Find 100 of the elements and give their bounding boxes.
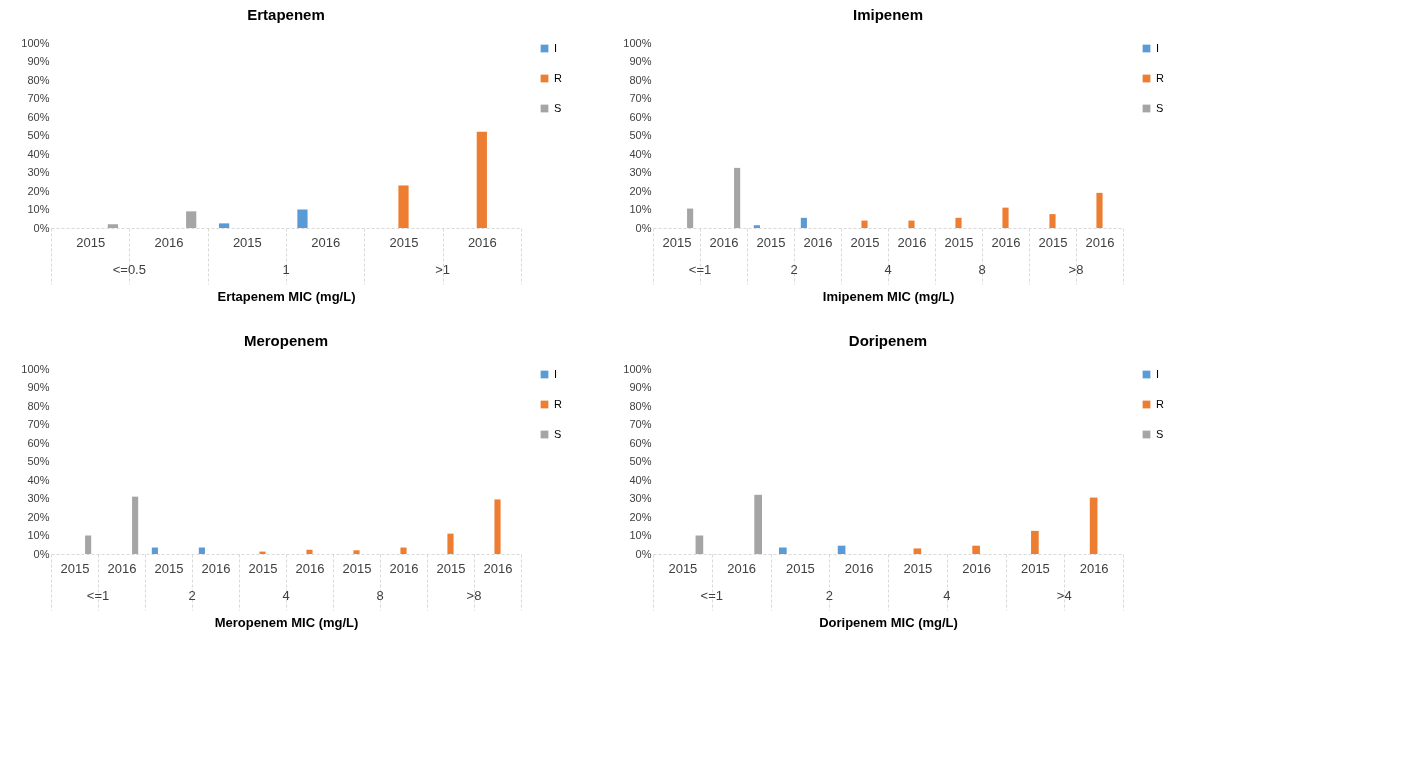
bar: [908, 220, 915, 228]
legend-label: S: [554, 427, 562, 440]
text: >8: [1068, 262, 1084, 277]
text: 4: [884, 262, 892, 277]
y-tick-label: 30%: [629, 492, 652, 504]
y-tick-label: 40%: [629, 473, 652, 486]
y-tick-label: 40%: [629, 147, 652, 160]
x-tick-label: 2015: [850, 234, 880, 250]
bar: [1089, 497, 1098, 554]
text: >8: [466, 588, 482, 603]
bar: [219, 223, 230, 228]
legend-label: R: [554, 397, 562, 410]
bar: [687, 208, 694, 228]
y-tick-label: 30%: [27, 166, 50, 178]
text: >1: [435, 262, 451, 277]
x-tick-label: 2016: [467, 234, 497, 250]
x-axis-title: Doripenem MIC (mg/L): [819, 615, 958, 630]
y-tick-label: 0%: [33, 221, 50, 234]
x-tick-label: 2016: [844, 560, 874, 576]
bar: [955, 217, 962, 228]
x-tick-label: 2016: [154, 234, 184, 250]
text: >4: [1056, 588, 1072, 603]
y-tick-label: 60%: [629, 436, 652, 449]
chart-title: Doripenem: [848, 332, 928, 349]
x-tick-label: 2015: [248, 560, 278, 576]
y-tick-label: 90%: [629, 55, 652, 67]
bar: [1096, 192, 1103, 228]
bar: [753, 225, 760, 228]
y-tick-label: 50%: [629, 129, 652, 141]
x-tick-label: 2016: [1085, 234, 1115, 250]
y-tick-label: 0%: [635, 547, 652, 560]
y-tick-label: 50%: [27, 455, 50, 467]
bar: [494, 499, 501, 554]
y-tick-label: 90%: [629, 381, 652, 393]
bar: [1049, 214, 1056, 228]
text: 8: [376, 588, 384, 603]
bar: [306, 549, 313, 554]
x-tick-label: 2016: [295, 560, 325, 576]
bar: [779, 547, 787, 554]
bar: [972, 545, 980, 554]
y-tick-label: 40%: [27, 147, 50, 160]
text: 4: [943, 588, 951, 603]
chart-title: Meropenem: [243, 332, 329, 349]
x-tick-label: 2016: [897, 234, 927, 250]
x-tick-label: 2015: [1020, 560, 1050, 576]
bar: [398, 185, 409, 228]
y-tick-label: 100%: [623, 36, 652, 49]
y-tick-label: 80%: [27, 73, 50, 86]
legend-label: R: [1156, 71, 1164, 84]
y-tick-label: 80%: [27, 399, 50, 412]
bar: [186, 211, 197, 228]
text: 8: [978, 262, 986, 277]
text: 2: [188, 588, 196, 603]
legend-label: I: [554, 41, 558, 54]
legend-label: S: [1156, 427, 1164, 440]
bar: [259, 551, 266, 554]
x-tick-label: 2016: [803, 234, 833, 250]
y-tick-label: 10%: [27, 529, 50, 541]
text: <=1: [700, 588, 723, 603]
legend-label: R: [1156, 397, 1164, 410]
bar: [861, 220, 868, 228]
text: 4: [282, 588, 290, 603]
text: <=1: [688, 262, 712, 277]
y-tick-label: 10%: [629, 203, 652, 215]
y-tick-label: 80%: [629, 73, 652, 86]
y-tick-label: 90%: [27, 55, 50, 67]
bar: [400, 547, 407, 554]
y-tick-label: 70%: [629, 92, 652, 104]
text: 1: [282, 262, 290, 277]
x-tick-label: 2015: [60, 560, 90, 576]
x-tick-label: 2015: [232, 234, 262, 250]
x-axis-title: Meropenem MIC (mg/L): [214, 615, 359, 630]
legend-label: S: [554, 101, 562, 114]
bar: [132, 496, 139, 554]
y-tick-label: 100%: [623, 362, 652, 375]
bar: [85, 535, 92, 554]
bar: [151, 547, 158, 554]
y-tick-label: 20%: [27, 184, 50, 197]
chart-title: Imipenem: [852, 6, 924, 23]
y-tick-label: 30%: [27, 492, 50, 504]
x-tick-label: 2015: [389, 234, 419, 250]
y-tick-label: 70%: [27, 92, 50, 104]
legend-label: R: [554, 71, 562, 84]
y-tick-label: 10%: [629, 529, 652, 541]
x-tick-label: 2015: [668, 560, 698, 576]
x-tick-label: 2015: [944, 234, 974, 250]
legend-label: I: [554, 367, 558, 380]
x-tick-label: 2016: [311, 234, 341, 250]
bar: [1002, 207, 1009, 228]
y-tick-label: 30%: [629, 166, 652, 178]
x-tick-label: 2016: [727, 560, 757, 576]
y-tick-label: 60%: [629, 110, 652, 123]
y-tick-label: 10%: [27, 203, 50, 215]
bar: [913, 548, 922, 554]
y-tick-label: 90%: [27, 381, 50, 393]
bar: [754, 494, 762, 554]
y-tick-label: 60%: [27, 436, 50, 449]
y-tick-label: 50%: [629, 455, 652, 467]
bar: [107, 224, 118, 228]
text: 2: [825, 588, 833, 603]
